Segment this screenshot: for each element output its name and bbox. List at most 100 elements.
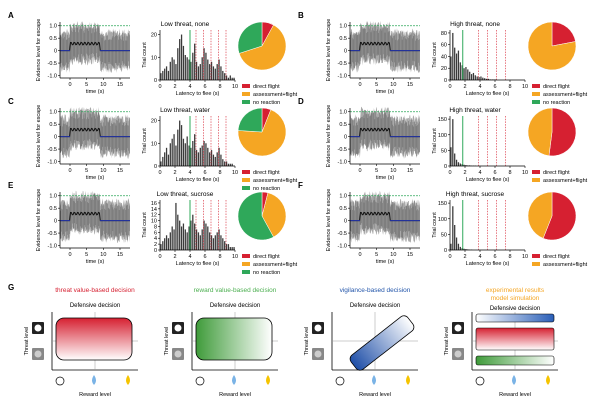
histogram-bar <box>463 164 465 166</box>
reward-level-label: Reward level <box>79 392 111 398</box>
x-tick-label: 6 <box>493 254 496 260</box>
reward-level-label: Reward level <box>219 392 251 398</box>
histogram-bar <box>173 59 175 80</box>
x-axis-label: time (s) <box>376 89 395 95</box>
histogram-bar <box>194 43 196 80</box>
panel-letter: C <box>8 97 14 106</box>
y-tick-label: 0 <box>444 78 447 84</box>
histogram-bar <box>212 238 215 250</box>
x-tick-label: 2 <box>173 170 176 176</box>
x-tick-label: 15 <box>407 82 413 88</box>
pie-slice <box>237 107 263 133</box>
x-tick-label: 10 <box>232 84 238 90</box>
x-tick-label: 0 <box>158 170 161 176</box>
histogram-bar <box>450 243 452 250</box>
y-axis-label: Trial count <box>432 212 438 238</box>
water-drop-icon <box>232 375 236 385</box>
histogram-bar <box>454 47 456 80</box>
histogram-bar <box>165 235 168 250</box>
pie-slice <box>261 192 287 238</box>
x-axis-label: Latency to flee (s) <box>466 91 510 97</box>
histogram-bar <box>457 50 460 80</box>
histogram-bar <box>180 125 183 166</box>
y-axis-label: Trial count <box>142 42 148 68</box>
histogram-bar <box>205 143 207 166</box>
x-tick-label: 5 <box>85 168 88 174</box>
histogram-bar <box>214 156 216 166</box>
x-tick-label: 6 <box>203 84 206 90</box>
sim-bar-red <box>475 327 555 351</box>
histogram-bar <box>195 61 198 80</box>
histogram-bar <box>461 164 463 166</box>
pie-slice <box>238 24 287 71</box>
histogram-bar <box>454 225 456 250</box>
histogram-bar <box>201 57 203 80</box>
y-tick-label: 100 <box>438 217 447 223</box>
x-tick-label: 10 <box>522 84 528 90</box>
x-tick-label: 0 <box>158 84 161 90</box>
y-tick-label: 60 <box>441 43 447 49</box>
histogram-bar <box>229 247 231 250</box>
histogram-bar <box>485 78 488 80</box>
panel-letter: E <box>8 181 14 190</box>
histogram-bar <box>216 232 218 250</box>
x-tick-label: 2 <box>173 84 176 90</box>
legend-swatch <box>242 84 250 88</box>
none-reward-icon <box>335 376 345 386</box>
histogram-bar <box>227 163 230 166</box>
x-tick-label: 0 <box>358 82 361 88</box>
histogram-bar <box>452 32 454 80</box>
histogram-bar <box>203 141 205 166</box>
x-tick-label: 6 <box>203 170 206 176</box>
reward-level-label: Reward level <box>499 392 531 398</box>
legend-label: direct flight <box>543 170 570 176</box>
panel-letter: F <box>298 181 303 190</box>
histogram-bar <box>465 67 467 80</box>
histogram-bar <box>192 214 194 250</box>
defensive-decision-label: Defensive decision <box>70 303 120 309</box>
histogram-bar <box>469 71 471 80</box>
y-axis-label: Evidence level for escape <box>36 19 42 82</box>
y-tick-label: -0.5 <box>48 147 57 153</box>
y-tick-label: 10 <box>151 219 157 225</box>
histogram-bar <box>212 154 215 166</box>
legend-swatch <box>242 92 250 96</box>
histogram-bar <box>190 61 192 80</box>
histogram-bar <box>218 229 220 250</box>
x-axis-label: time (s) <box>376 175 395 181</box>
x-tick-label: 4 <box>478 170 481 176</box>
histogram-bar <box>175 202 177 250</box>
histogram-bar <box>184 143 186 166</box>
histogram-bar <box>207 226 209 250</box>
histogram-bar <box>169 61 171 80</box>
histogram-bar <box>209 152 211 166</box>
x-tick-label: 15 <box>117 168 123 174</box>
histogram-bar <box>175 145 177 166</box>
pie-slice <box>542 191 577 241</box>
histogram-bar <box>180 34 183 80</box>
x-tick-label: 8 <box>218 170 221 176</box>
x-tick-label: 10 <box>522 170 528 176</box>
histogram-bar <box>487 78 490 80</box>
y-tick-label: 0 <box>54 135 57 141</box>
legend-swatch <box>242 170 250 174</box>
water-drop-icon <box>512 375 516 385</box>
y-tick-label: 1.0 <box>339 194 347 200</box>
y-tick-label: 0.5 <box>49 206 57 212</box>
histogram-bar <box>224 241 226 250</box>
y-tick-label: 80 <box>441 31 447 37</box>
histogram-bar <box>160 73 162 80</box>
panel-title: Low threat, none <box>161 21 210 28</box>
x-tick-label: 0 <box>448 254 451 260</box>
x-tick-label: 10 <box>232 170 238 176</box>
x-tick-label: 8 <box>508 84 511 90</box>
y-tick-label: 0 <box>344 49 347 55</box>
histogram-bar <box>225 244 228 250</box>
y-tick-label: 0 <box>344 135 347 141</box>
histogram-bar <box>188 59 190 80</box>
panel-E: E 1.0 0.5 0 -0.5 -1.0 0 5 10 15 time (s) Evidence l… <box>8 181 298 276</box>
legend-label: direct flight <box>253 84 280 90</box>
y-tick-label: -0.5 <box>338 61 347 67</box>
